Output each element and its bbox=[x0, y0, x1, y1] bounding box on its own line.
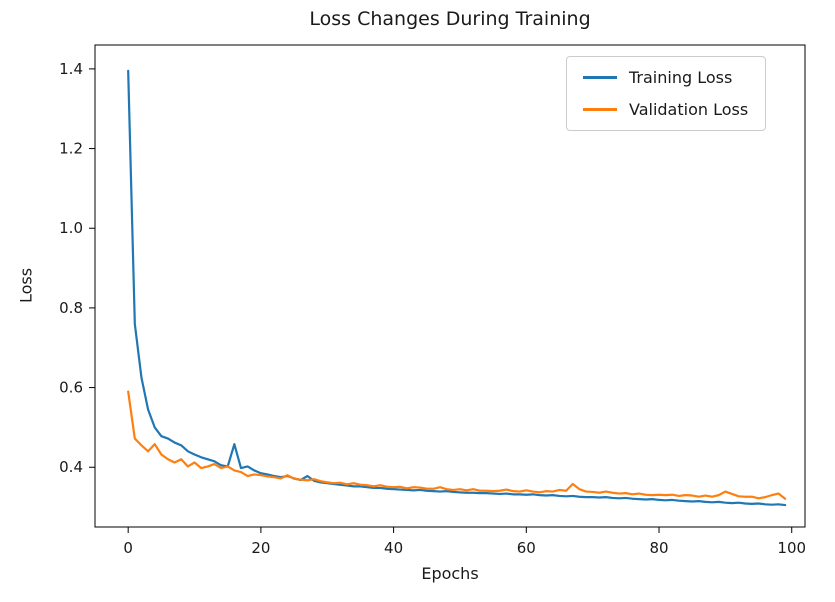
x-tick-label: 80 bbox=[649, 539, 668, 557]
validation-loss-legend-label: Validation Loss bbox=[629, 100, 749, 119]
y-tick-label: 1.4 bbox=[59, 60, 83, 78]
x-tick-label: 60 bbox=[517, 539, 536, 557]
y-tick-label: 0.4 bbox=[59, 458, 83, 476]
x-axis-label: Epochs bbox=[421, 564, 479, 583]
y-tick-label: 0.8 bbox=[59, 299, 83, 317]
x-tick-label: 100 bbox=[777, 539, 806, 557]
training-loss-line bbox=[127, 69, 787, 507]
y-tick-label: 0.6 bbox=[59, 379, 83, 397]
y-tick-label: 1.2 bbox=[59, 140, 83, 158]
legend-item-training-loss: Training Loss bbox=[583, 68, 749, 87]
legend-item-validation-loss: Validation Loss bbox=[583, 100, 749, 119]
x-tick-label: 20 bbox=[251, 539, 270, 557]
y-axis-label: Loss bbox=[16, 267, 36, 304]
legend: Training Loss Validation Loss bbox=[566, 56, 766, 131]
x-tick-label: 0 bbox=[123, 539, 133, 557]
chart-title: Loss Changes During Training bbox=[309, 8, 591, 30]
validation-loss-line bbox=[127, 390, 787, 500]
training-loss-legend-label: Training Loss bbox=[629, 68, 733, 87]
axes-spines bbox=[94, 44, 806, 528]
training-loss-line-swatch bbox=[583, 76, 617, 79]
y-tick-label: 1.0 bbox=[59, 219, 83, 237]
validation-loss-line-swatch bbox=[583, 108, 617, 111]
x-tick-label: 40 bbox=[384, 539, 403, 557]
